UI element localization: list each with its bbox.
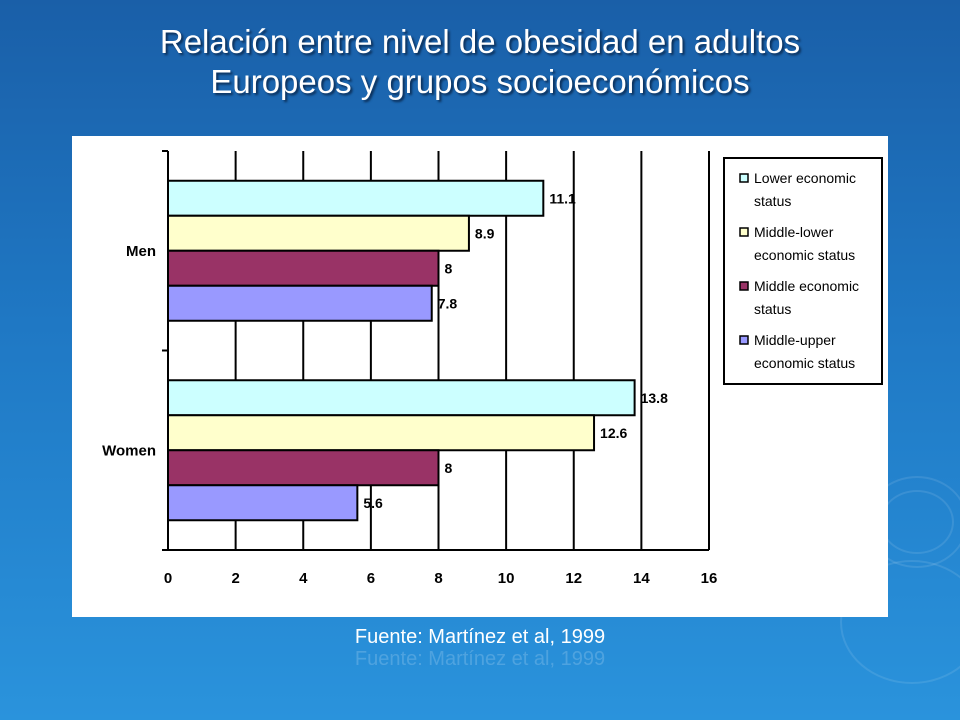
data-label-women-series-1: 13.8 xyxy=(641,390,668,406)
legend-swatch-1 xyxy=(739,173,749,183)
category-label-women: Women xyxy=(102,442,156,459)
x-tick-label-0: 0 xyxy=(164,570,172,587)
x-tick-label-5: 10 xyxy=(498,570,515,587)
title-line-2: Europeos y grupos socioeconómicos xyxy=(210,63,750,100)
x-tick-label-3: 6 xyxy=(367,570,375,587)
data-label-women-series-3: 8 xyxy=(445,460,453,476)
source-caption: Fuente: Martínez et al, 1999 xyxy=(354,626,606,648)
x-tick-label-4: 8 xyxy=(434,570,442,587)
bar-men-series-2 xyxy=(167,214,470,252)
title-line-1: Relación entre nivel de obesidad en adul… xyxy=(159,23,801,60)
bar-women-series-2 xyxy=(167,414,596,452)
bar-men-series-1 xyxy=(167,179,545,217)
legend-label-1-line-1: Lower economic xyxy=(754,170,856,186)
x-tick-label-7: 14 xyxy=(633,570,650,587)
data-label-men-series-1: 11.1 xyxy=(549,190,576,206)
bar-women-series-1 xyxy=(167,379,636,417)
bar-men-series-4 xyxy=(167,284,433,322)
legend-label-4-line-1: Middle-upper xyxy=(754,332,836,348)
data-label-men-series-2: 8.9 xyxy=(475,225,495,241)
bar-women-series-3 xyxy=(167,449,440,487)
category-label-men: Men xyxy=(126,243,156,260)
legend-label-1-line-2: status xyxy=(754,193,791,209)
data-label-women-series-4: 5.6 xyxy=(363,495,383,511)
x-tick-label-2: 4 xyxy=(299,570,308,587)
ripple-decoration-3 xyxy=(840,560,960,684)
data-label-men-series-3: 8 xyxy=(445,260,453,276)
slide-title: Relación entre nivel de obesidad en adul… xyxy=(0,22,960,102)
legend-swatch-2 xyxy=(739,227,749,237)
x-tick-label-8: 16 xyxy=(701,570,718,587)
chart-panel: 0 2 4 6 8 10 12 14 16 Men 11.1 8.9 8 7.8 Women 13.8 12.6… xyxy=(72,136,888,617)
legend-swatch-3 xyxy=(739,281,749,291)
legend-label-2-line-2: economic status xyxy=(754,247,855,263)
x-tick-label-6: 12 xyxy=(565,570,582,587)
legend-label-3-line-1: Middle economic xyxy=(754,278,859,294)
x-tick-label-1: 2 xyxy=(231,570,239,587)
bar-chart: 0 2 4 6 8 10 12 14 16 Men 11.1 8.9 8 7.8 Women 13.8 12.6… xyxy=(102,150,883,587)
legend-box xyxy=(723,157,883,385)
data-label-men-series-4: 7.8 xyxy=(438,295,458,311)
legend-label-3-line-2: status xyxy=(754,301,791,317)
source-caption-reflection: Fuente: Martínez et al, 1999 xyxy=(354,648,606,670)
legend-label-4-line-2: economic status xyxy=(754,355,855,371)
bar-women-series-4 xyxy=(167,484,359,522)
legend-label-2-line-1: Middle-lower xyxy=(754,224,834,240)
bar-men-series-3 xyxy=(167,249,440,287)
data-label-women-series-2: 12.6 xyxy=(600,425,627,441)
legend-swatch-4 xyxy=(739,335,749,345)
